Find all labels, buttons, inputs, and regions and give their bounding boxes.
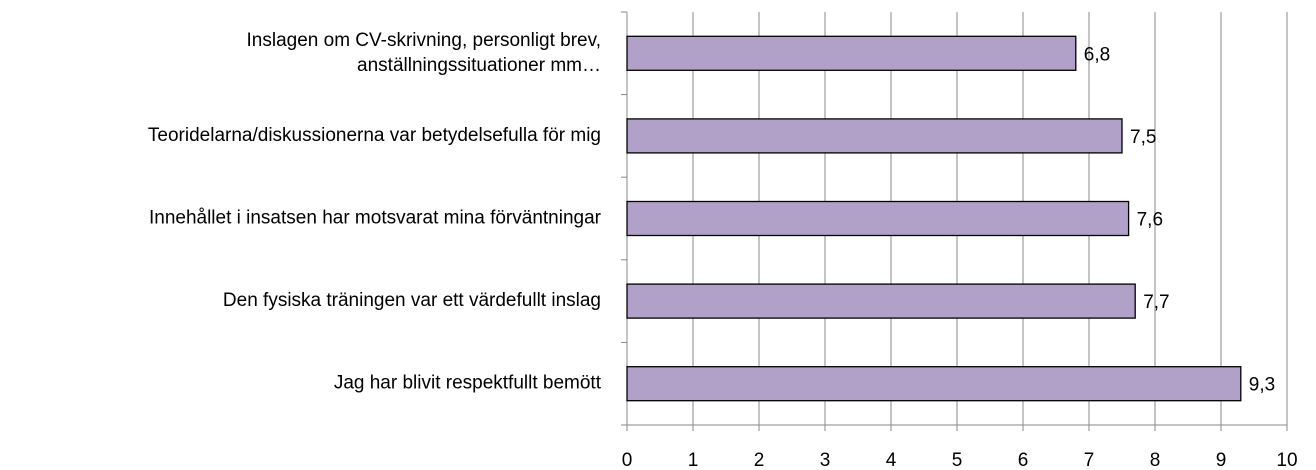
bar: [626, 366, 1242, 402]
data-label: 7,5: [1130, 127, 1156, 148]
y-tick-label: Innehållet i insatsen har motsvarat mina…: [149, 208, 602, 229]
y-tick-label: Den fysiska träningen var ett värdefullt…: [223, 290, 601, 311]
bar: [626, 283, 1136, 319]
y-tick-label: Inslagen om CV-skrivning, personligt bre…: [247, 30, 601, 76]
data-label: 7,7: [1143, 292, 1169, 313]
y-tick-label: Jag har blivit respektfullt bemött: [334, 373, 602, 394]
x-tick-label: 3: [820, 450, 831, 470]
bar: [626, 35, 1077, 71]
x-tick-label: 9: [1216, 450, 1227, 470]
x-tick-label: 10: [1276, 450, 1297, 470]
x-tick-label: 1: [688, 450, 699, 470]
x-tick-label: 7: [1084, 450, 1095, 470]
data-label: 6,8: [1084, 44, 1110, 65]
bar: [626, 200, 1130, 237]
bar: [626, 118, 1123, 154]
x-tick-label: 4: [886, 450, 897, 470]
y-tick-label: Teoridelarna/diskussionerna var betydels…: [148, 125, 601, 146]
x-tick-label: 0: [622, 450, 633, 470]
data-label: 9,3: [1249, 375, 1275, 396]
x-tick-label: 5: [952, 450, 963, 470]
x-tick-label: 8: [1150, 450, 1161, 470]
x-tick-label: 2: [754, 450, 765, 470]
x-tick-label: 6: [1018, 450, 1029, 470]
data-label: 7,6: [1137, 210, 1163, 231]
